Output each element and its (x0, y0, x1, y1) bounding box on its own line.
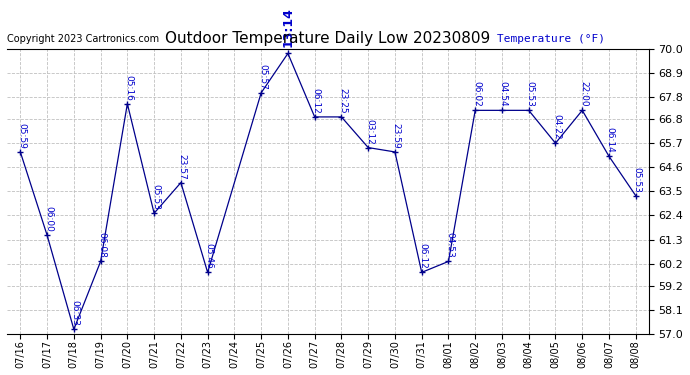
Text: 13:14: 13:14 (282, 7, 295, 47)
Text: 04:54: 04:54 (499, 81, 508, 107)
Text: 23:59: 23:59 (392, 123, 401, 148)
Text: 06:08: 06:08 (97, 232, 106, 258)
Text: 22:00: 22:00 (579, 81, 588, 107)
Text: 05:53: 05:53 (526, 81, 535, 107)
Text: 06:00: 06:00 (44, 206, 53, 232)
Text: 05:53: 05:53 (151, 184, 160, 210)
Text: 03:12: 03:12 (365, 118, 374, 144)
Text: 05:46: 05:46 (204, 243, 213, 269)
Text: 05:59: 05:59 (17, 123, 26, 148)
Text: 05:57: 05:57 (258, 64, 267, 90)
Text: 23:57: 23:57 (178, 154, 187, 179)
Text: 05:16: 05:16 (124, 75, 133, 100)
Text: 06:02: 06:02 (472, 81, 481, 107)
Text: 06:12: 06:12 (419, 243, 428, 269)
Text: 23:25: 23:25 (338, 88, 347, 114)
Text: 06:33: 06:33 (70, 300, 79, 326)
Text: 04:53: 04:53 (445, 232, 454, 258)
Text: Copyright 2023 Cartronics.com: Copyright 2023 Cartronics.com (7, 34, 159, 44)
Text: 06:14: 06:14 (606, 127, 615, 153)
Text: Temperature (°F): Temperature (°F) (497, 34, 605, 44)
Title: Outdoor Temperature Daily Low 20230809: Outdoor Temperature Daily Low 20230809 (166, 32, 491, 46)
Text: 06:12: 06:12 (311, 88, 321, 114)
Text: 05:53: 05:53 (633, 166, 642, 192)
Text: 04:22: 04:22 (552, 114, 562, 140)
